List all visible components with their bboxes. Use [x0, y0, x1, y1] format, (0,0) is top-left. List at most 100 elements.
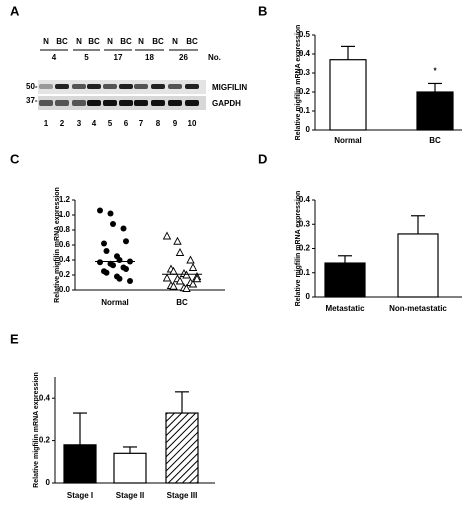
band: [185, 100, 199, 106]
band: [87, 100, 101, 106]
lane-type: N: [172, 37, 178, 46]
bar: [165, 412, 199, 484]
band: [134, 84, 148, 89]
size-marker: 50-: [26, 82, 38, 91]
y-tick-label: 0.3: [299, 68, 311, 77]
point: [188, 263, 198, 271]
lane-type: N: [76, 37, 82, 46]
point: [120, 225, 127, 232]
y-axis-label: Relative migfilin mRNA expression: [33, 372, 40, 488]
band: [72, 100, 86, 106]
group-number: 18: [145, 53, 154, 62]
point: [127, 278, 133, 284]
point: [110, 221, 116, 227]
bar: [324, 262, 366, 298]
lane-number: 5: [108, 119, 113, 128]
size-marker: 37-: [26, 96, 38, 105]
bar: [113, 452, 147, 484]
band: [39, 84, 53, 89]
lane-number: 10: [188, 119, 197, 128]
band: [151, 84, 165, 89]
band: [103, 100, 117, 106]
y-tick-label: 1.2: [59, 195, 71, 204]
band: [134, 100, 148, 106]
annotation: *: [433, 67, 437, 76]
band: [151, 100, 165, 106]
band: [39, 100, 53, 106]
y-tick-label: 0.4: [39, 393, 51, 402]
y-tick-label: 0.8: [59, 225, 71, 234]
bar: [63, 444, 97, 484]
point: [116, 257, 123, 263]
lane-type: N: [43, 37, 49, 46]
y-axis-label: Relative migfilin mRNA expression: [295, 191, 302, 307]
lane-number: 2: [60, 119, 65, 128]
x-tick-label: Non-metastatic: [389, 304, 447, 313]
band: [168, 84, 182, 89]
bar: [329, 59, 367, 131]
band: [55, 84, 69, 89]
panel-label: D: [258, 151, 267, 166]
lane-type: BC: [186, 37, 198, 46]
y-axis-label: Relative migfilin mRNA expression: [295, 25, 302, 141]
y-tick-label: 0.1: [299, 268, 311, 277]
band-label: MIGFILIN: [212, 83, 247, 92]
x-tick-label: Stage III: [167, 491, 198, 500]
y-tick-label: 0.2: [59, 270, 71, 279]
point: [97, 259, 103, 266]
x-tick-label: Stage II: [116, 491, 144, 500]
lane-type: BC: [152, 37, 164, 46]
point: [175, 276, 185, 285]
point: [123, 238, 129, 245]
x-tick-label: Metastatic: [325, 304, 365, 313]
y-tick-label: 0.6: [59, 240, 71, 249]
point: [101, 240, 107, 247]
group-number: 17: [114, 53, 123, 62]
band: [103, 84, 117, 89]
lane-type: BC: [120, 37, 132, 46]
x-tick-label: Normal: [101, 298, 129, 307]
y-tick-label: 1.0: [59, 210, 71, 219]
point: [169, 281, 178, 290]
point: [182, 284, 191, 292]
point: [162, 231, 172, 240]
number-label: No.: [208, 53, 221, 62]
y-tick-label: 0: [46, 478, 51, 487]
point: [116, 275, 123, 282]
point: [103, 248, 110, 254]
band: [55, 100, 69, 106]
group-number: 4: [52, 53, 57, 62]
band: [119, 84, 133, 89]
x-tick-label: BC: [429, 136, 441, 145]
lane-number: 7: [139, 119, 144, 128]
band: [87, 84, 101, 89]
point: [162, 273, 172, 282]
y-axis-label: Relative migfilin mRNA expression: [54, 187, 61, 303]
y-tick-label: 0.4: [59, 255, 71, 264]
lane-number: 6: [124, 119, 129, 128]
y-tick-label: 0: [306, 125, 311, 134]
panel-label: C: [10, 151, 20, 166]
band-label: GAPDH: [212, 99, 241, 108]
panel-label: B: [258, 3, 267, 18]
lane-number: 3: [77, 119, 82, 128]
panel-label: A: [10, 3, 20, 18]
group-number: 5: [84, 53, 89, 62]
lane-type: BC: [88, 37, 100, 46]
x-tick-label: BC: [176, 298, 188, 307]
point: [97, 207, 103, 214]
y-tick-label: 0: [306, 292, 311, 301]
point: [192, 274, 202, 283]
group-number: 26: [179, 53, 188, 62]
point: [175, 248, 185, 256]
lane-number: 4: [92, 119, 97, 128]
lane-number: 8: [156, 119, 161, 128]
bar: [416, 91, 454, 131]
point: [188, 279, 198, 288]
point: [186, 255, 195, 264]
point: [107, 210, 114, 217]
x-tick-label: Normal: [334, 136, 362, 145]
y-tick-label: 0.2: [299, 87, 311, 96]
